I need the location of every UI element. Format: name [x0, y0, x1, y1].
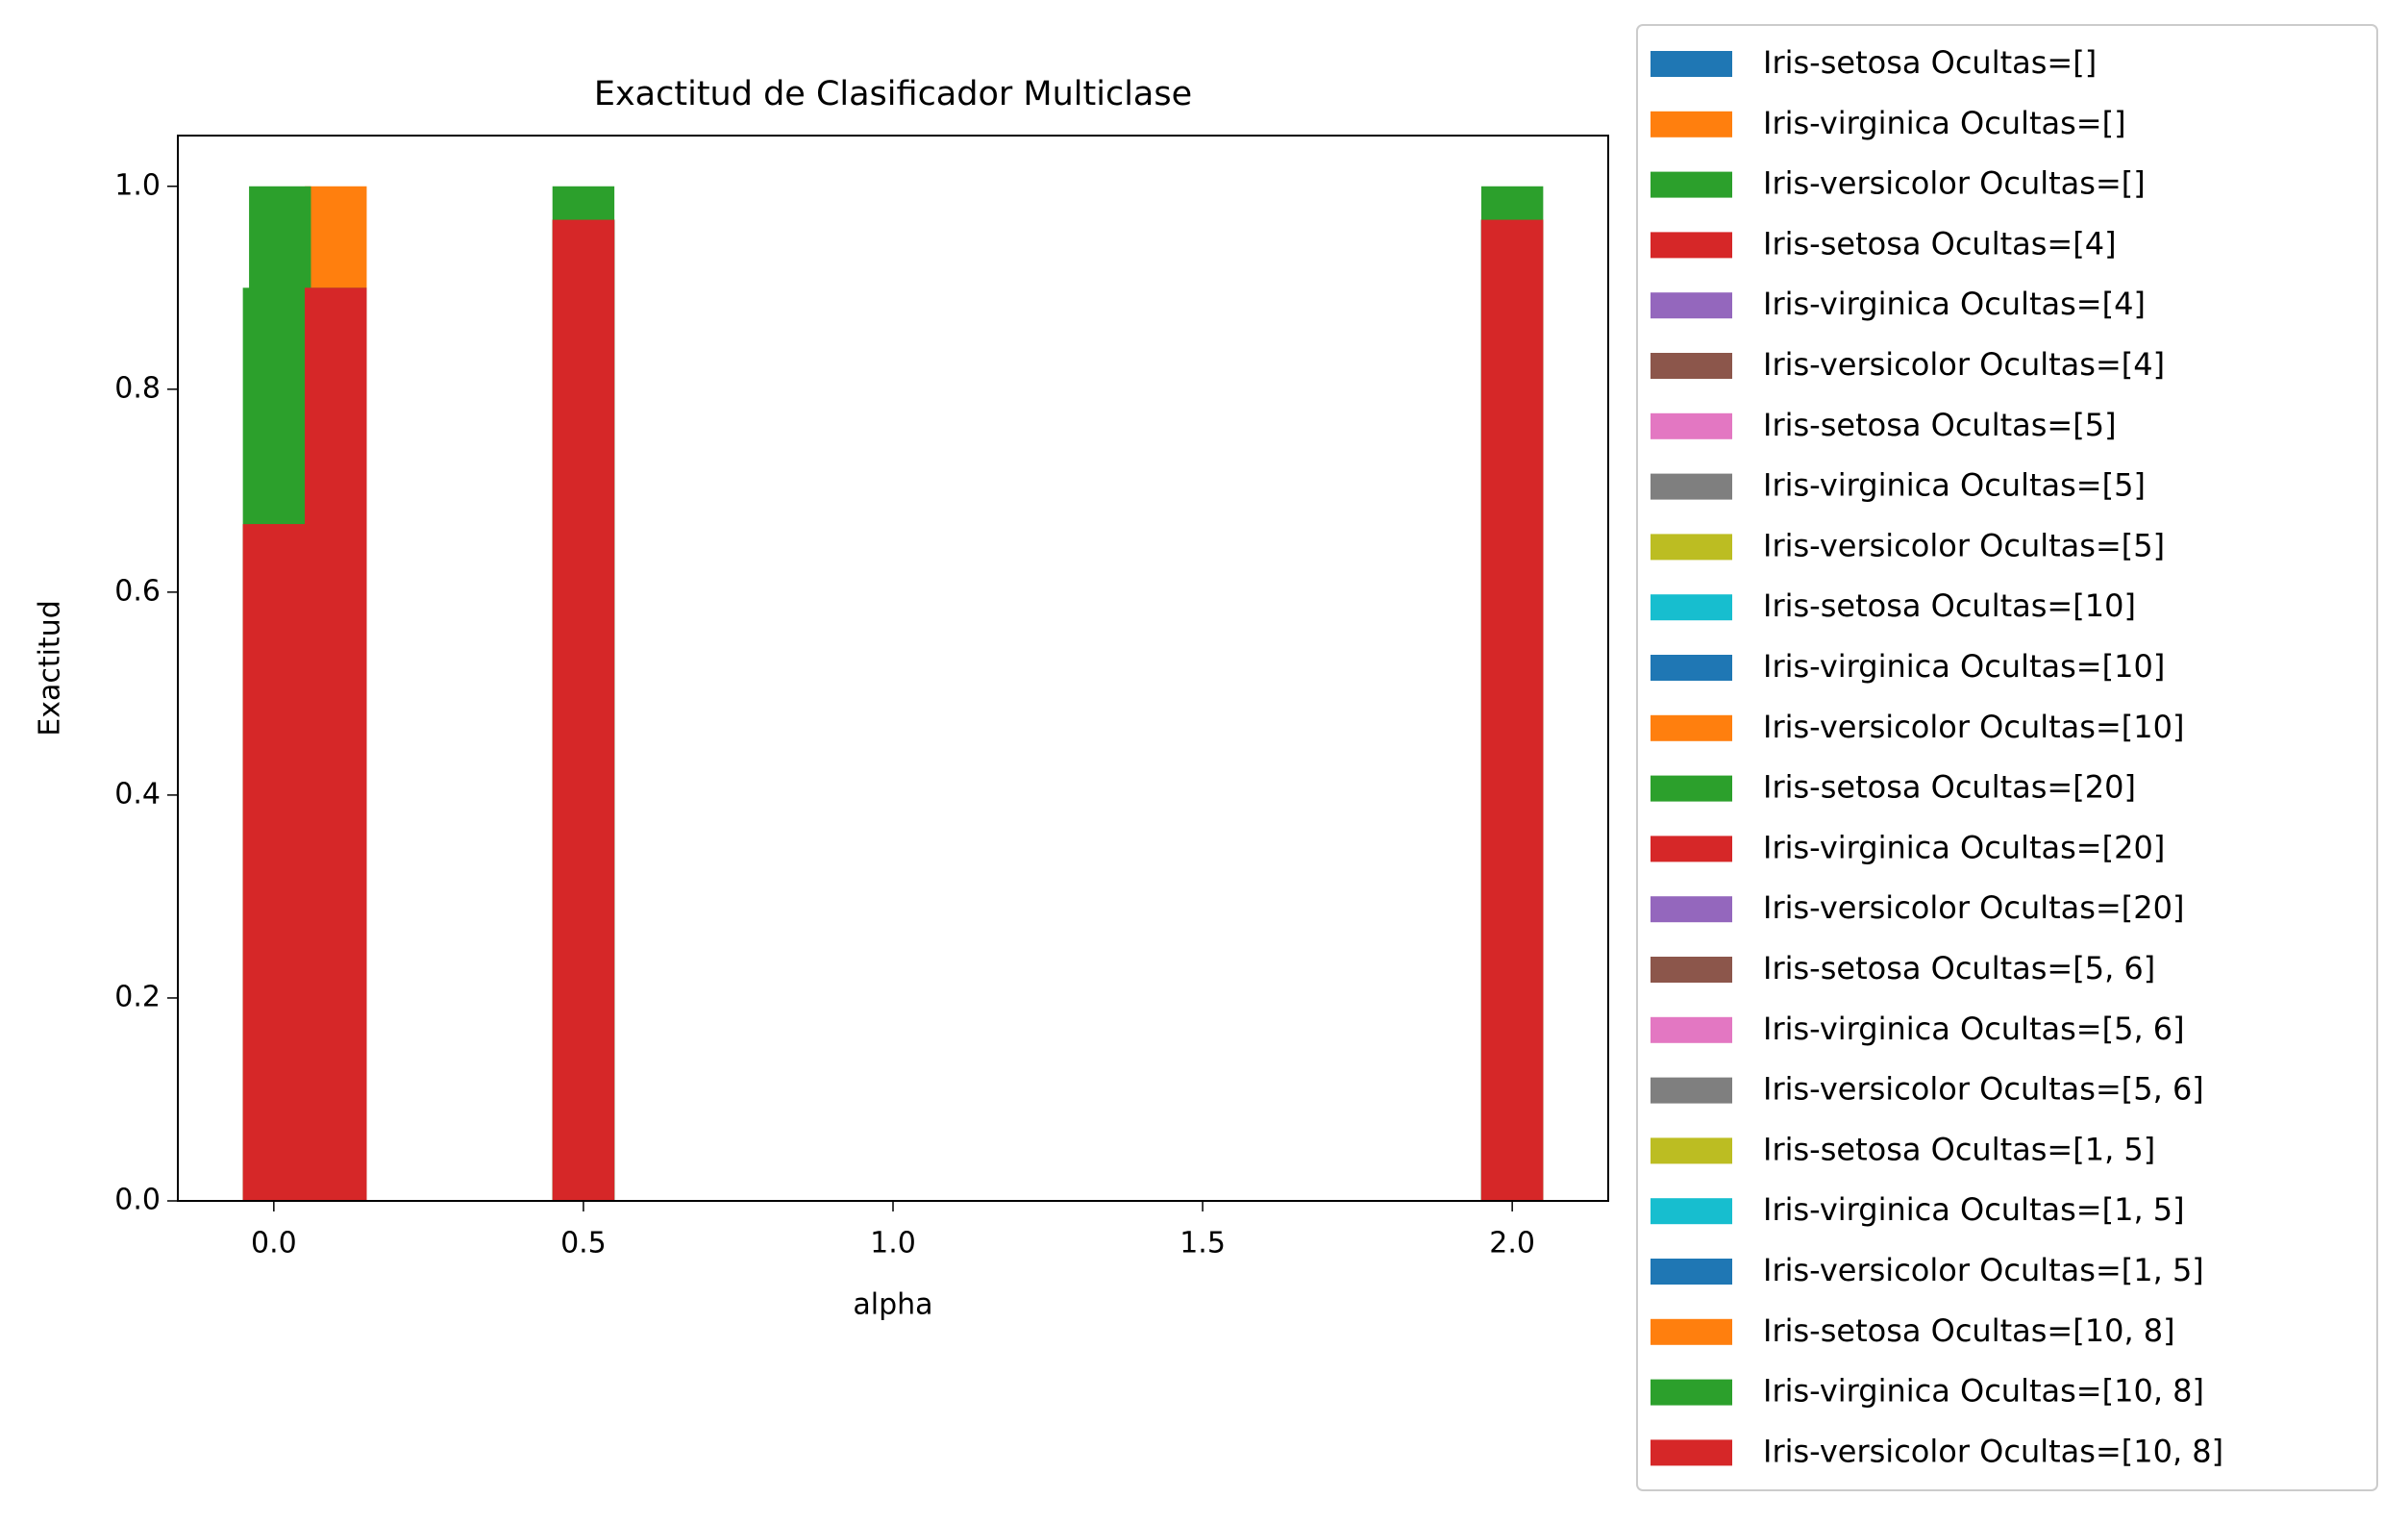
- legend-swatch: [1651, 1439, 1732, 1466]
- legend-label: Iris-virginica Ocultas=[]: [1763, 105, 2126, 141]
- bar: [305, 287, 367, 1201]
- legend-swatch: [1651, 1318, 1732, 1345]
- legend-swatch: [1651, 1077, 1732, 1104]
- legend-label: Iris-setosa Ocultas=[5]: [1763, 407, 2117, 443]
- legend-label: Iris-setosa Ocultas=[4]: [1763, 225, 2117, 262]
- legend-swatch: [1651, 1379, 1732, 1406]
- legend-swatch: [1651, 957, 1732, 983]
- legend-swatch: [1651, 353, 1732, 379]
- legend-label: Iris-versicolor Ocultas=[1, 5]: [1763, 1252, 2204, 1288]
- legend-label: Iris-setosa Ocultas=[10]: [1763, 587, 2136, 624]
- legend-swatch: [1651, 292, 1732, 319]
- legend-items: Iris-setosa Ocultas=[] Iris-virginica Ocu…: [1651, 44, 2223, 1469]
- legend-swatch: [1651, 232, 1732, 259]
- y-axis-label: Exactitud: [34, 600, 67, 737]
- legend-label: Iris-setosa Ocultas=[10, 8]: [1763, 1312, 2175, 1349]
- legend-label: Iris-virginica Ocultas=[5, 6]: [1763, 1011, 2185, 1047]
- legend-swatch: [1651, 655, 1732, 681]
- x-tick-label: 0.5: [560, 1227, 607, 1261]
- legend-swatch: [1651, 171, 1732, 198]
- legend-label: Iris-versicolor Ocultas=[]: [1763, 165, 2146, 202]
- axes: 0.0 0.5 1.0 1.5 2.0 0.0 0.2 0.4 0.6 0.8 1.0: [114, 135, 1609, 1261]
- legend-label: Iris-versicolor Ocultas=[4]: [1763, 346, 2165, 383]
- legend-swatch: [1651, 836, 1732, 862]
- legend-swatch: [1651, 896, 1732, 923]
- legend-label: Iris-virginica Ocultas=[4]: [1763, 286, 2146, 322]
- y-tick-label: 0.8: [114, 371, 161, 405]
- legend-swatch: [1651, 1137, 1732, 1164]
- legend-label: Iris-virginica Ocultas=[1, 5]: [1763, 1191, 2185, 1228]
- legend-swatch: [1651, 775, 1732, 802]
- legend-label: Iris-setosa Ocultas=[]: [1763, 44, 2097, 81]
- legend-label: Iris-virginica Ocultas=[5]: [1763, 467, 2146, 504]
- legend-label: Iris-setosa Ocultas=[1, 5]: [1763, 1131, 2155, 1167]
- x-tick-label: 0.0: [251, 1227, 297, 1261]
- legend-swatch: [1651, 412, 1732, 439]
- legend-swatch: [1651, 1259, 1732, 1285]
- y-tick-label: 0.6: [114, 574, 161, 608]
- legend-label: Iris-setosa Ocultas=[20]: [1763, 769, 2136, 806]
- y-tick-label: 0.2: [114, 980, 161, 1013]
- bar: [1480, 219, 1544, 1201]
- legend-label: Iris-versicolor Ocultas=[10, 8]: [1763, 1433, 2223, 1469]
- chart-title: Exactitud de Clasificador Multiclase: [594, 75, 1192, 113]
- legend-swatch: [1651, 714, 1732, 741]
- y-tick-label: 1.0: [114, 168, 161, 202]
- legend-swatch: [1651, 473, 1732, 500]
- legend-swatch: [1651, 1016, 1732, 1043]
- bar: [552, 219, 615, 1201]
- legend-label: Iris-versicolor Ocultas=[20]: [1763, 889, 2184, 926]
- legend-label: Iris-versicolor Ocultas=[5]: [1763, 527, 2165, 563]
- y-tick-label: 0.0: [114, 1184, 161, 1217]
- legend-swatch: [1651, 594, 1732, 621]
- legend-label: Iris-virginica Ocultas=[20]: [1763, 829, 2165, 865]
- x-tick-label: 2.0: [1489, 1227, 1535, 1261]
- x-tick-label: 1.0: [870, 1227, 916, 1261]
- legend-label: Iris-versicolor Ocultas=[5, 6]: [1763, 1071, 2204, 1108]
- legend-label: Iris-virginica Ocultas=[10, 8]: [1763, 1373, 2204, 1410]
- x-axis-label: alpha: [853, 1288, 932, 1322]
- legend-label: Iris-setosa Ocultas=[5, 6]: [1763, 950, 2155, 986]
- y-tick-label: 0.4: [114, 777, 161, 811]
- x-tick-label: 1.5: [1179, 1227, 1226, 1261]
- legend-label: Iris-virginica Ocultas=[10]: [1763, 648, 2165, 685]
- bars: [242, 186, 1544, 1201]
- legend-swatch: [1651, 111, 1732, 137]
- legend-swatch: [1651, 51, 1732, 77]
- bar: [249, 524, 311, 1201]
- legend-swatch: [1651, 534, 1732, 561]
- legend-label: Iris-versicolor Ocultas=[10]: [1763, 709, 2184, 745]
- legend-swatch: [1651, 1198, 1732, 1225]
- legend: [1636, 24, 2378, 1491]
